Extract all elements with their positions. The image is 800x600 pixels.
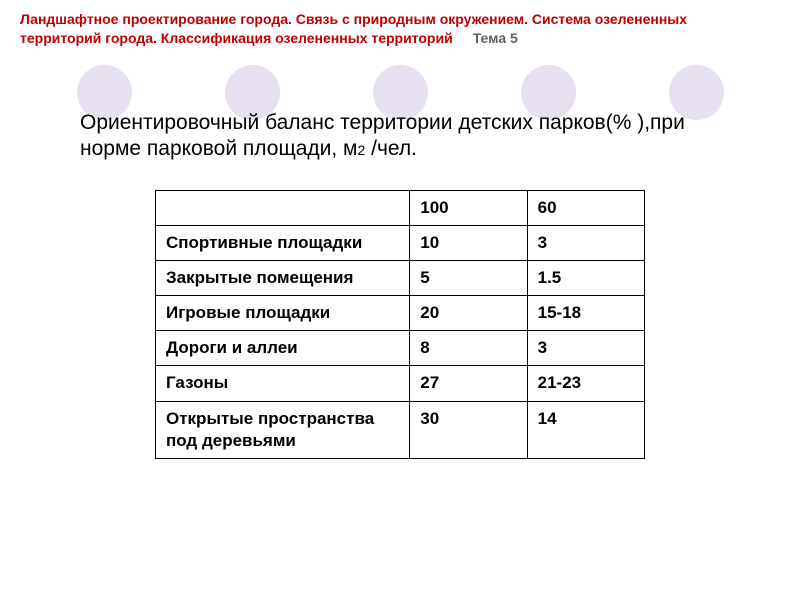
table-cell-label (156, 191, 410, 226)
table-cell-b: 15-18 (527, 296, 644, 331)
table-cell-label: Игровые площадки (156, 296, 410, 331)
table-row: Дороги и аллеи 8 3 (156, 331, 645, 366)
table-cell-a: 8 (410, 331, 527, 366)
table-cell-a: 27 (410, 366, 527, 401)
table-row: Открытые пространства под деревьями 30 1… (156, 401, 645, 458)
table-cell-label: Дороги и аллеи (156, 331, 410, 366)
balance-table-wrap: 100 60 Спортивные площадки 10 3 Закрытые… (155, 190, 645, 459)
slide-header: Ландшафтное проектирование города. Связь… (0, 0, 800, 53)
table-cell-a: 10 (410, 226, 527, 261)
table-cell-b: 14 (527, 401, 644, 458)
table-row: 100 60 (156, 191, 645, 226)
subtitle-after: /чел. (365, 137, 417, 160)
balance-table: 100 60 Спортивные площадки 10 3 Закрытые… (155, 190, 645, 459)
table-cell-b: 60 (527, 191, 644, 226)
table-cell-a: 30 (410, 401, 527, 458)
table-row: Спортивные площадки 10 3 (156, 226, 645, 261)
header-line1: Ландшафтное проектирование города. Связь… (20, 11, 687, 27)
slide-subtitle: Ориентировочный баланс территории детски… (80, 110, 740, 163)
table-cell-a: 5 (410, 261, 527, 296)
table-cell-b: 3 (527, 331, 644, 366)
table-cell-label: Закрытые помещения (156, 261, 410, 296)
table-cell-b: 21-23 (527, 366, 644, 401)
table-cell-b: 3 (527, 226, 644, 261)
table-cell-a: 20 (410, 296, 527, 331)
table-cell-label: Открытые пространства под деревьями (156, 401, 410, 458)
table-cell-b: 1.5 (527, 261, 644, 296)
table-row: Газоны 27 21-23 (156, 366, 645, 401)
header-line2: территорий города. Классификация озелене… (20, 30, 453, 46)
table-row: Закрытые помещения 5 1.5 (156, 261, 645, 296)
table-cell-label: Газоны (156, 366, 410, 401)
header-topic: Тема 5 (457, 30, 518, 46)
table-cell-label: Спортивные площадки (156, 226, 410, 261)
table-cell-a: 100 (410, 191, 527, 226)
table-row: Игровые площадки 20 15-18 (156, 296, 645, 331)
